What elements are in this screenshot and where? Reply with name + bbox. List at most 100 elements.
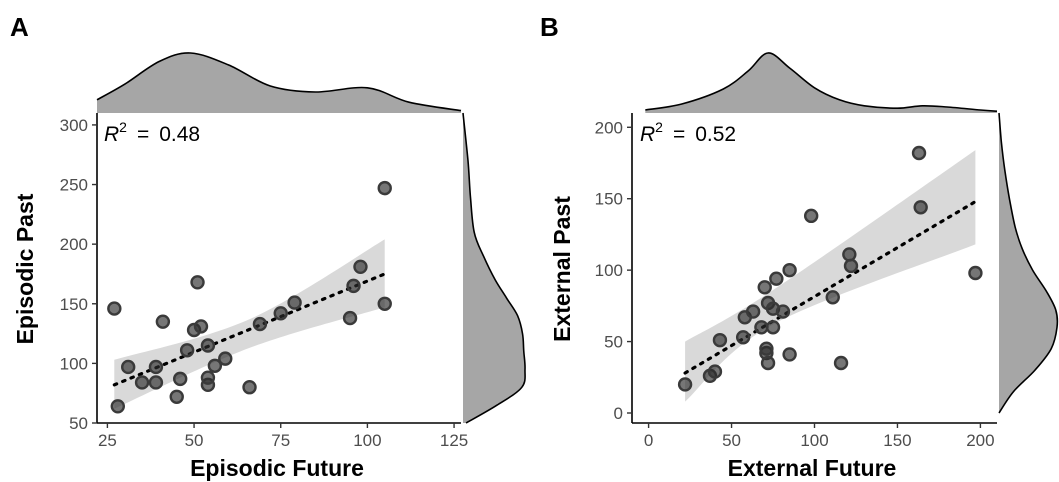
panel-a-data-point (273, 306, 288, 321)
panel-b-right-marginal (998, 112, 1059, 414)
panel-label-b: B (540, 12, 559, 42)
panel-b-top-density-fill (645, 52, 997, 113)
panel-a-data-point (353, 259, 368, 275)
panel-b-data-point (759, 341, 774, 356)
panel-a-data-point (169, 389, 184, 404)
panel-b-x-tick-label: 150 (883, 431, 911, 450)
panel-b-x-axis-title: External Future (728, 455, 897, 481)
panel-a-data-point (134, 375, 150, 390)
panel-a-r2-equals: = (137, 123, 149, 146)
panel-a-data-point (242, 380, 257, 395)
panel-b-r2-annotation: R2 = 0.52 (640, 119, 736, 146)
panel-b-x-tick-label: 0 (644, 431, 653, 450)
panel-b-data-point (843, 258, 859, 274)
panel-a-data-point (252, 316, 268, 332)
panel-a: 25 50 75 100 125 50 100 150 200 250 300 R2 = 0.48 Ep… (12, 52, 526, 481)
panel-a-data-point (148, 359, 164, 375)
panel-a-top-density-fill (97, 52, 461, 113)
panel-b-y-tick-label: 100 (595, 261, 623, 280)
panel-b-data-point (745, 304, 761, 319)
panel-b-data-point (677, 377, 693, 392)
panel-a-data-point (200, 338, 216, 353)
panel-a-r2-annotation: R2 = 0.48 (104, 119, 200, 146)
panel-b-data-point (765, 320, 781, 335)
panel-a-y-tick-label: 100 (60, 354, 88, 373)
panel-b-fit-line (683, 199, 978, 375)
panel-b-data-point (825, 290, 840, 305)
panel-b-data-point (911, 145, 927, 161)
panel-b-x-tick-label: 200 (966, 431, 994, 450)
panel-b-data-point (833, 355, 849, 371)
panel-a-r2-value: 0.48 (159, 123, 200, 146)
panel-a-y-axis-title: Episodic Past (12, 193, 38, 344)
panel-a-x-axis-title: Episodic Future (190, 455, 364, 481)
panel-b-data-point (775, 304, 791, 319)
panel-a-x-tick-label: 50 (185, 431, 204, 450)
panel-a-data-point (172, 371, 188, 387)
panel-a-data-point (287, 295, 302, 310)
panel-a-data-point (218, 351, 233, 366)
panel-b-r2-exponent: 2 (655, 119, 663, 135)
panel-a-y-tick-label: 200 (60, 235, 88, 254)
panel-b-data-point (707, 364, 723, 379)
panel-a-right-density-line (462, 112, 526, 424)
panel-b-y-tick-label: 150 (595, 190, 623, 209)
panel-b-data-point (782, 347, 797, 362)
panel-b-data-point (712, 332, 728, 348)
panel-a-ci-band (114, 239, 385, 409)
panel-b-data-point (757, 280, 772, 295)
panel-a-data-point (179, 343, 195, 358)
panel-b-y-tick-label: 0 (614, 404, 623, 423)
panel-b-top-marginal (645, 52, 998, 113)
panel-a-x-tick-label: 100 (353, 431, 381, 450)
panel-a-data-point (207, 358, 223, 373)
panel-b-confidence-band (685, 150, 976, 402)
panel-a-data-point (148, 375, 164, 390)
panel-a-data-point (377, 180, 392, 196)
panel-b-axes: 0 50 100 150 200 0 50 100 150 200 (595, 113, 997, 450)
panel-a-x-tick-label: 75 (271, 431, 290, 450)
panel-a-data-point (190, 275, 205, 290)
panel-a-r2-exponent: 2 (119, 119, 127, 135)
panel-b: 0 50 100 150 200 0 50 100 150 200 R2 = 0.52 Externa… (549, 52, 1059, 481)
panel-a-r2-symbol: R (104, 123, 119, 146)
panel-a-data-point (107, 301, 122, 316)
panel-b-data-point (760, 355, 776, 371)
panel-a-data-point (193, 319, 209, 334)
panel-a-right-marginal (462, 112, 526, 424)
panel-b-r2-value: 0.52 (695, 123, 736, 146)
panel-b-data-point (769, 271, 784, 286)
panel-b-data-point (968, 265, 983, 281)
panel-a-axes: 25 50 75 100 125 50 100 150 200 250 300 (60, 113, 468, 450)
panel-a-y-tick-label: 300 (60, 116, 88, 135)
panel-a-top-density-line (96, 52, 462, 112)
panel-b-data-point (754, 320, 769, 335)
panel-a-right-density-fill (463, 113, 526, 423)
panel-a-data-point (120, 359, 136, 375)
panel-b-regression-line (683, 199, 978, 375)
panel-b-data-point (913, 200, 928, 215)
panel-a-y-tick-label: 150 (60, 295, 88, 314)
panel-b-y-tick-label: 50 (604, 333, 623, 352)
panel-a-data-point (342, 310, 358, 326)
panel-a-confidence-band (114, 239, 385, 409)
panel-b-data-point (803, 208, 819, 224)
panel-b-data-point (735, 330, 751, 345)
panel-b-data-point (782, 262, 797, 278)
panel-b-x-tick-label: 50 (722, 431, 741, 450)
panel-a-x-tick-label: 25 (98, 431, 117, 450)
panel-b-y-tick-label: 200 (595, 118, 623, 137)
panel-a-points (107, 180, 392, 414)
panel-b-r2-equals: = (673, 123, 685, 146)
panel-a-data-point (155, 314, 171, 329)
panel-b-top-density-line (645, 52, 998, 112)
panel-b-x-tick-label: 100 (800, 431, 828, 450)
panel-b-ci-band (685, 150, 976, 402)
panel-a-x-tick-label: 125 (440, 431, 468, 450)
panel-a-data-point (110, 399, 126, 414)
panel-b-y-axis-title: External Past (549, 196, 575, 342)
panel-b-points (677, 145, 983, 392)
panel-a-data-point (346, 278, 361, 294)
panel-a-top-marginal (96, 52, 462, 113)
